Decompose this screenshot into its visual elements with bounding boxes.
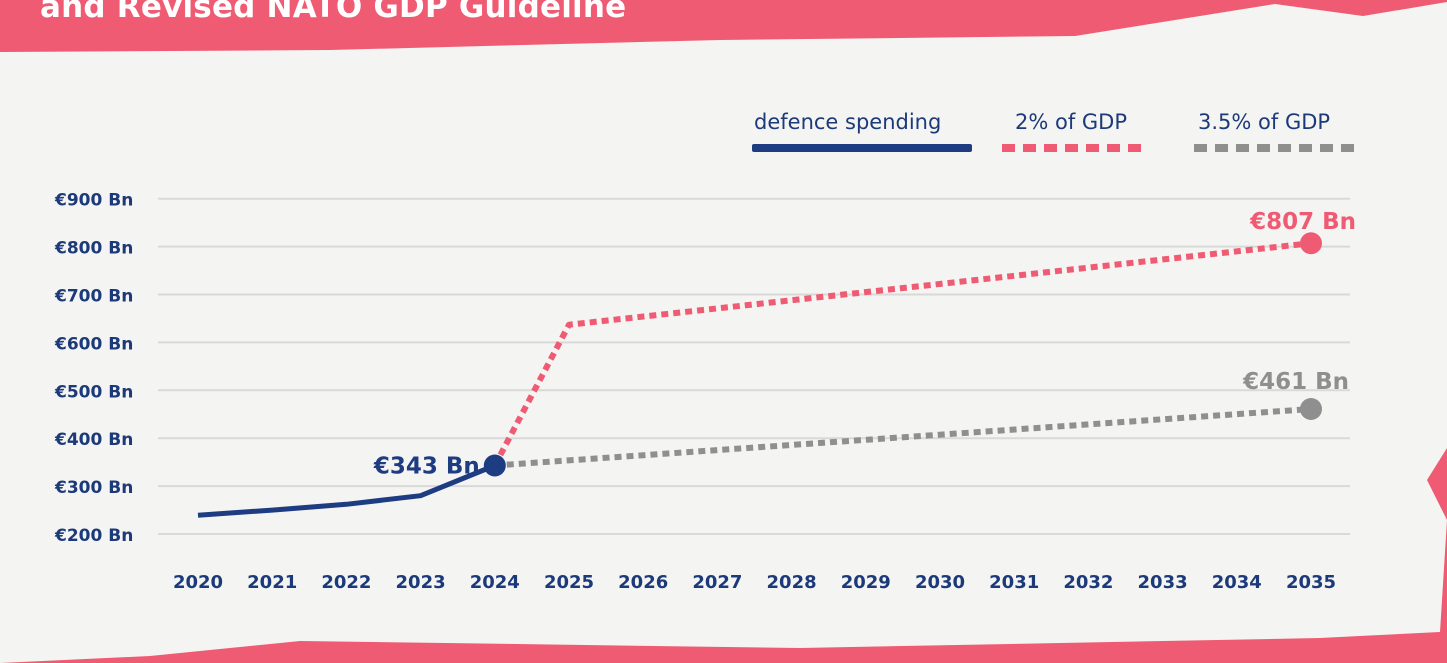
legend-swatch-two-pct [1002, 144, 1147, 152]
chart-title: and Revised NATO GDP Guideline [40, 0, 627, 25]
y-tick-label: €800 Bn [54, 239, 133, 259]
x-tick-label: 2032 [1063, 572, 1113, 593]
x-tick-label: 2022 [321, 572, 371, 593]
legend-swatch-defence-spending [752, 144, 972, 152]
end-point-three-five-pct [1300, 397, 1322, 420]
legend-swatch-three-five-pct [1194, 144, 1355, 152]
end-label-three-five-pct: €461 Bn [1242, 369, 1349, 395]
end-label-defence-spending: €343 Bn [373, 454, 480, 480]
x-tick-label: 2029 [841, 572, 891, 593]
x-tick-label: 2025 [544, 572, 594, 593]
x-tick-label: 2024 [470, 572, 520, 593]
x-tick-label: 2020 [173, 572, 223, 593]
y-tick-label: €500 Bn [54, 382, 133, 402]
legend-label-two-pct: 2% of GDP [1015, 110, 1128, 134]
end-label-two-pct: €807 Bn [1249, 209, 1356, 235]
x-tick-label: 2028 [767, 572, 817, 593]
y-tick-label: €400 Bn [54, 430, 133, 450]
x-tick-label: 2026 [618, 572, 668, 593]
end-point-defence-spending [483, 454, 506, 477]
y-tick-label: €700 Bn [54, 287, 133, 307]
series-line-three-five-pct [494, 406, 1312, 469]
legend-label-three-five-pct: 3.5% of GDP [1198, 110, 1331, 134]
x-tick-label: 2035 [1286, 572, 1336, 593]
y-tick-label: €600 Bn [54, 334, 133, 354]
x-tick-label: 2034 [1212, 572, 1262, 593]
x-tick-label: 2021 [247, 572, 297, 593]
end-point-two-pct [1300, 232, 1322, 255]
x-tick-label: 2023 [396, 572, 446, 593]
series-line-two-pct [492, 240, 1312, 467]
series-line-defence-spending [197, 463, 496, 518]
x-tick-label: 2027 [692, 572, 742, 593]
y-tick-label: €300 Bn [54, 478, 133, 498]
x-tick-label: 2033 [1138, 572, 1188, 593]
x-tick-label: 2031 [989, 572, 1039, 593]
legend-label-defence-spending: defence spending [754, 110, 942, 134]
y-tick-label: €900 Bn [54, 191, 133, 211]
x-tick-label: 2030 [915, 572, 965, 593]
y-tick-label: €200 Bn [54, 526, 133, 546]
